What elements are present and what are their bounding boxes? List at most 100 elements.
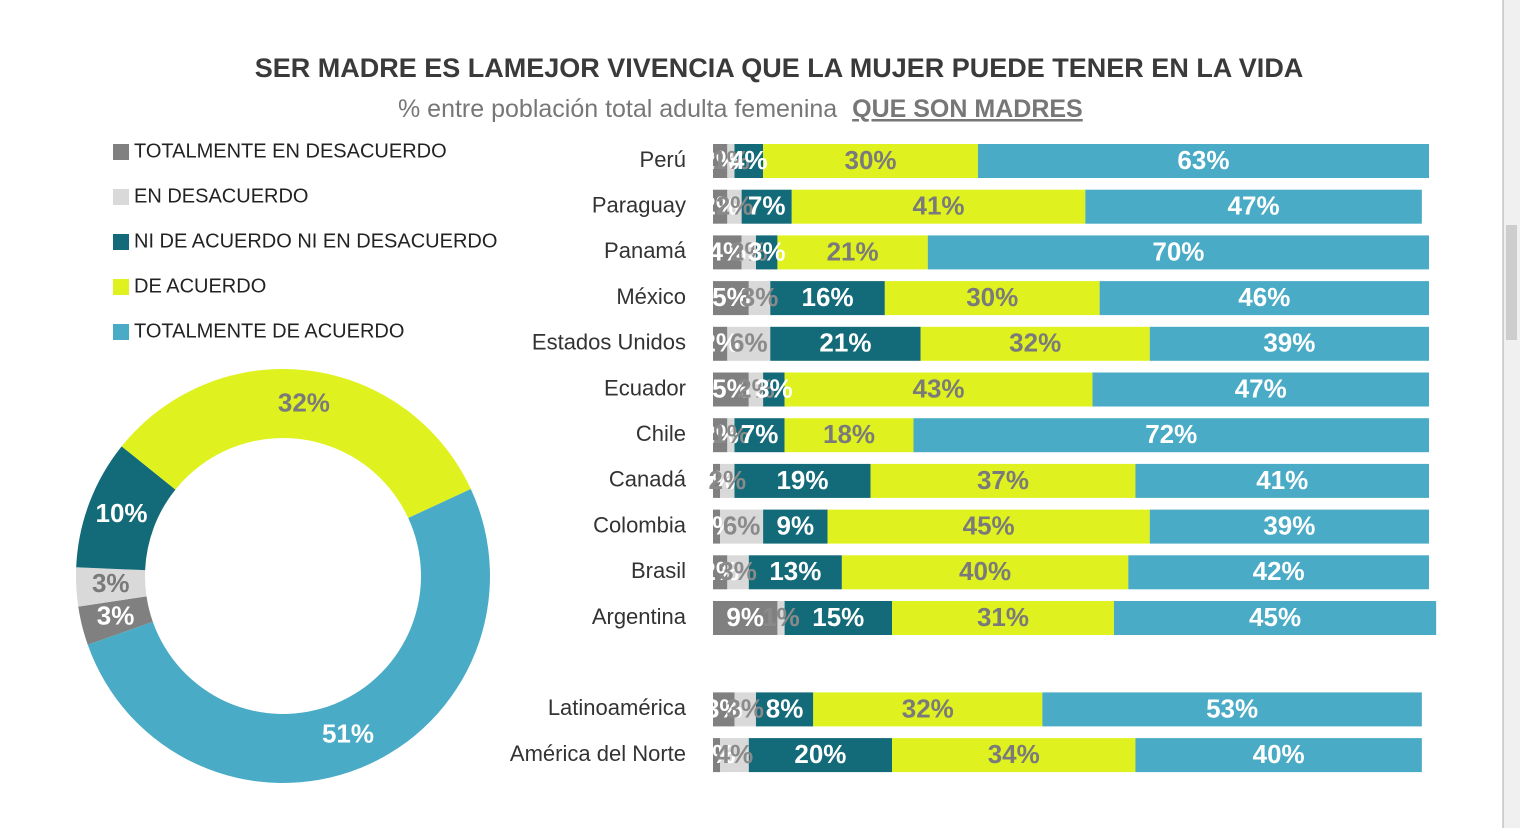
bar-segment <box>763 509 828 544</box>
bar-segment <box>713 738 721 773</box>
value-label: 2% <box>701 191 739 221</box>
bar-segment <box>713 144 728 178</box>
value-label: 32% <box>1009 328 1061 358</box>
category-label: Panamá <box>604 238 687 263</box>
value-label: 7% <box>741 419 779 449</box>
value-label: 2% <box>737 373 775 403</box>
value-label: 2% <box>730 236 768 266</box>
bar-segment <box>720 738 749 773</box>
value-label: 3% <box>748 236 786 266</box>
value-label: 19% <box>776 465 828 495</box>
scrollbar <box>1503 0 1520 828</box>
bar-segment <box>977 144 1429 178</box>
bar-segment <box>748 738 892 773</box>
category-label: Colombia <box>593 512 687 537</box>
value-label: 72% <box>1145 419 1197 449</box>
value-label: 18% <box>823 419 875 449</box>
bar-segment <box>1092 372 1429 407</box>
bar-segment <box>713 418 728 453</box>
value-label: 5% <box>712 373 750 403</box>
value-label: 6% <box>730 328 768 358</box>
value-label: 6% <box>723 510 761 540</box>
category-label: Chile <box>636 421 686 446</box>
value-label: 47% <box>1235 373 1287 403</box>
value-label: 40% <box>959 556 1011 586</box>
legend-label: EN DESACUERDO <box>134 185 308 207</box>
category-label: Brasil <box>631 558 686 583</box>
bar-segment <box>713 326 728 361</box>
bar-segment <box>734 463 871 498</box>
legend-label: DE ACUERDO <box>134 275 266 297</box>
bar-segment <box>763 144 978 178</box>
legend-swatch <box>113 189 129 205</box>
legend-swatch <box>113 234 129 250</box>
bar-segment <box>713 463 721 498</box>
value-label: 21% <box>827 236 879 266</box>
value-label: 32% <box>902 693 954 723</box>
value-label: 2% <box>701 556 739 586</box>
category-label: Paraguay <box>592 193 686 218</box>
value-label: 20% <box>794 739 846 769</box>
donut-slice <box>76 446 176 571</box>
value-label: 1% <box>712 419 750 449</box>
value-label: 39% <box>1263 328 1315 358</box>
value-label: 2% <box>701 328 739 358</box>
slice-label: 10% <box>96 498 148 528</box>
value-label: 4% <box>709 236 747 266</box>
legend-label: TOTALMENTE DE ACUERDO <box>134 320 404 342</box>
value-label: 34% <box>988 739 1040 769</box>
value-label: 2% <box>701 419 739 449</box>
bar-segment <box>741 189 792 224</box>
bar-segment <box>784 418 914 453</box>
bar-segment <box>1135 738 1422 773</box>
bar-segment <box>727 555 749 590</box>
value-label: 47% <box>1228 191 1280 221</box>
bar-segment <box>1042 692 1422 727</box>
bar-segment <box>1149 326 1429 361</box>
bar-segment <box>748 555 842 590</box>
value-label: 31% <box>977 602 1029 632</box>
value-label: 3% <box>726 693 764 723</box>
value-label: 63% <box>1177 145 1229 175</box>
bar-segment <box>927 235 1429 270</box>
bar-segment <box>1085 189 1422 224</box>
bar-segment <box>755 692 814 727</box>
value-label: 1% <box>762 602 800 632</box>
value-label: 39% <box>1263 510 1315 540</box>
subtitle-emphasis: QUE SON MADRES <box>852 95 1083 123</box>
value-label: 45% <box>1249 602 1301 632</box>
bar-segment <box>727 144 735 178</box>
value-label: 1% <box>712 145 750 175</box>
bar-segment <box>713 509 721 544</box>
category-label: México <box>616 284 686 309</box>
value-label: 3% <box>705 693 743 723</box>
category-label: Perú <box>640 147 686 172</box>
value-label: 46% <box>1238 282 1290 312</box>
legend-swatch <box>113 324 129 340</box>
value-label: 1% <box>698 465 736 495</box>
value-label: 8% <box>766 693 804 723</box>
slice-label: 51% <box>322 719 374 749</box>
bar-segment <box>784 601 892 635</box>
value-label: 30% <box>966 282 1018 312</box>
value-label: 21% <box>819 328 871 358</box>
legend-swatch <box>113 279 129 295</box>
value-label: 45% <box>963 510 1015 540</box>
slice-label: 3% <box>97 600 135 630</box>
bar-segment <box>713 372 749 407</box>
value-label: 9% <box>777 510 815 540</box>
bar-segment <box>763 372 785 407</box>
bar-segment <box>1099 281 1429 316</box>
value-label: 3% <box>719 556 757 586</box>
donut-slice <box>87 488 491 783</box>
value-label: 41% <box>1256 465 1308 495</box>
bar-segment <box>770 281 885 316</box>
bar-segment <box>734 692 756 727</box>
bar-segment <box>920 326 1150 361</box>
value-label: 42% <box>1253 556 1305 586</box>
bar-segment <box>713 281 749 316</box>
value-label: 15% <box>812 602 864 632</box>
bar-segment <box>777 601 785 635</box>
value-label: 40% <box>1253 739 1305 769</box>
